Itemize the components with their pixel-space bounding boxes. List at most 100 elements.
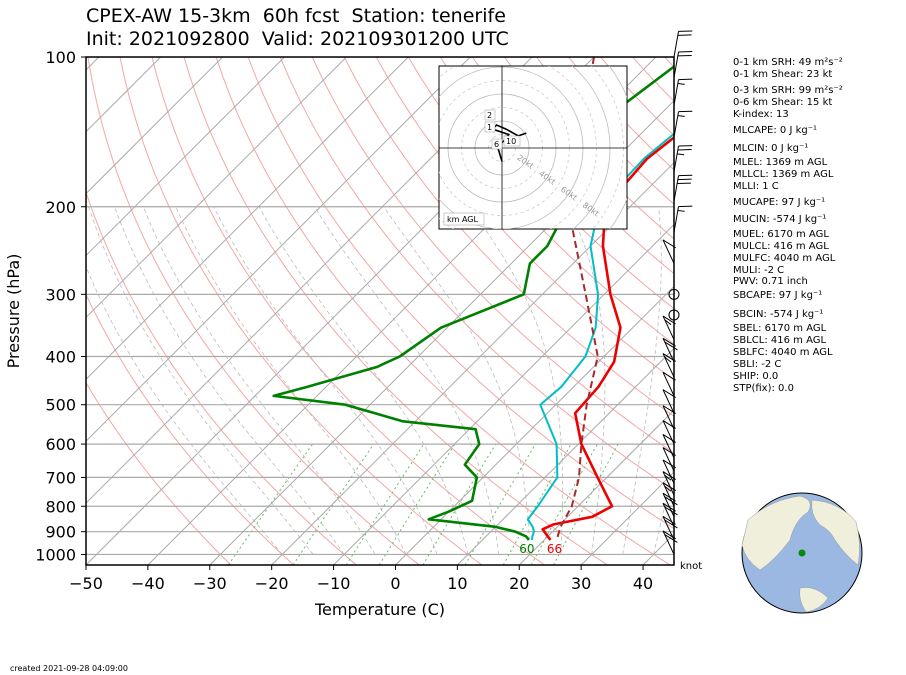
isotherm xyxy=(518,409,674,565)
index-line: PWV: 0.71 inch xyxy=(733,276,808,287)
x-tick-label: −40 xyxy=(131,574,165,593)
index-line: 0-6 km Shear: 15 kt xyxy=(733,97,833,108)
isotherm xyxy=(86,57,223,195)
index-line: MULFC: 4040 m AGL xyxy=(733,253,836,264)
y-tick-label: 1000 xyxy=(35,545,76,564)
wind-barb xyxy=(662,371,676,397)
globe-land xyxy=(741,495,811,571)
dry-adiabat xyxy=(375,57,674,381)
hodograph-height-label: 10 xyxy=(506,137,516,146)
index-line: SBCAPE: 97 J kg⁻¹ xyxy=(733,290,823,301)
surface-dewpoint-label: 60 xyxy=(519,542,534,556)
globe-land xyxy=(799,587,829,613)
index-line: MLCAPE: 0 J kg⁻¹ xyxy=(733,125,818,136)
wind-barb xyxy=(662,389,676,414)
station-marker xyxy=(798,549,806,557)
dry-adiabat xyxy=(857,57,906,565)
wind-barb xyxy=(662,239,676,264)
wind-barb-flag xyxy=(662,420,676,429)
index-line: 0-1 km SRH: 49 m²s⁻² xyxy=(733,57,843,68)
isotherm xyxy=(271,161,674,565)
isotherm xyxy=(86,57,285,257)
y-tick-label: 100 xyxy=(45,48,76,67)
index-line: MUCAPE: 97 J kg⁻¹ xyxy=(733,197,826,208)
wind-barb-flag xyxy=(662,482,676,492)
isotherm xyxy=(86,57,471,442)
dry-adiabat xyxy=(183,57,608,565)
index-line: MUEL: 6170 m AGL xyxy=(733,229,829,240)
dry-adiabat xyxy=(151,57,546,565)
index-line: SBEL: 6170 m AGL xyxy=(733,323,827,334)
mixing-ratio-line xyxy=(530,443,598,565)
index-line: MLLI: 1 C xyxy=(733,181,779,192)
dry-adiabat xyxy=(86,381,232,565)
wind-barb-flag xyxy=(664,485,672,492)
hodograph-height-box xyxy=(491,138,503,150)
y-tick-label: 300 xyxy=(45,285,76,304)
dry-adiabat xyxy=(86,190,357,565)
wind-barb-flag xyxy=(664,356,672,363)
wind-barb-flag xyxy=(662,492,676,502)
isotherm xyxy=(395,285,674,565)
surface-temperature-label: 66 xyxy=(547,542,562,556)
wind-barb xyxy=(673,205,693,233)
index-line: K-index: 13 xyxy=(733,109,789,120)
wind-barb-flag xyxy=(662,315,676,325)
wind-barb-flag xyxy=(662,389,676,398)
hodograph-height-label: 1 xyxy=(487,123,492,132)
mixing-ratio-line xyxy=(292,443,375,565)
dry-adiabat xyxy=(119,57,483,565)
plot-frame xyxy=(85,56,675,566)
wind-barb xyxy=(673,30,693,58)
locator-globe xyxy=(741,492,863,614)
mixing-ratio-line xyxy=(464,443,536,565)
wind-barb-flag xyxy=(664,534,678,543)
wind-barb xyxy=(662,353,676,378)
index-line: SBLCL: 416 m AGL xyxy=(733,335,827,346)
globe-land xyxy=(811,499,860,566)
wind-barb xyxy=(673,174,693,202)
wind-barb-calm xyxy=(668,309,680,321)
wind-barb xyxy=(662,471,676,496)
wind-barb-staff xyxy=(662,447,675,472)
wind-barb xyxy=(662,337,678,363)
wind-barb-staff xyxy=(673,111,680,138)
index-line: 0-3 km SRH: 99 m²s⁻² xyxy=(733,85,843,96)
mixing-ratio-line xyxy=(227,443,313,565)
wind-barb-flag xyxy=(662,353,676,362)
wind-barb-flag xyxy=(662,371,676,381)
wind-barb-flag xyxy=(662,405,676,414)
wind-barb xyxy=(673,51,693,78)
index-line: MLLCL: 1369 m AGL xyxy=(733,169,834,180)
chart-subtitle: Init: 2021092800 Valid: 202109301200 UTC xyxy=(86,28,509,50)
hodograph-height-label: 6 xyxy=(494,140,499,149)
wind-barb xyxy=(662,405,676,430)
index-line: MULI: -2 C xyxy=(733,265,785,276)
wind-barb-flag xyxy=(677,210,685,212)
index-line: MUCIN: -574 J kg⁻¹ xyxy=(733,214,827,225)
index-line: STP(fix): 0.0 xyxy=(733,383,794,394)
y-tick-label: 700 xyxy=(45,468,76,487)
hodograph-unit-box xyxy=(443,212,485,226)
wind-barb xyxy=(662,530,678,555)
hodograph-height-box xyxy=(484,121,496,133)
moist-adiabat xyxy=(142,206,376,555)
wind-barb-flag xyxy=(664,319,672,326)
y-tick-label: 500 xyxy=(45,396,76,415)
x-tick-label: −10 xyxy=(317,574,351,593)
wind-barb-staff xyxy=(662,405,675,430)
x-tick-label: 30 xyxy=(571,574,591,593)
wind-barb-staff xyxy=(673,145,680,172)
dry-adiabat xyxy=(247,57,674,530)
moist-adiabat xyxy=(567,206,606,555)
y-tick-label: 800 xyxy=(45,497,76,516)
x-tick-label: 10 xyxy=(447,574,467,593)
index-line: SHIP: 0.0 xyxy=(733,371,779,382)
dry-adiabat xyxy=(439,57,674,310)
wind-barb-flag xyxy=(664,506,678,516)
dry-adiabat xyxy=(407,57,674,345)
wind-unit-label: knot xyxy=(680,561,702,572)
wind-barb-flag xyxy=(664,496,678,506)
x-tick-label: 40 xyxy=(633,574,653,593)
